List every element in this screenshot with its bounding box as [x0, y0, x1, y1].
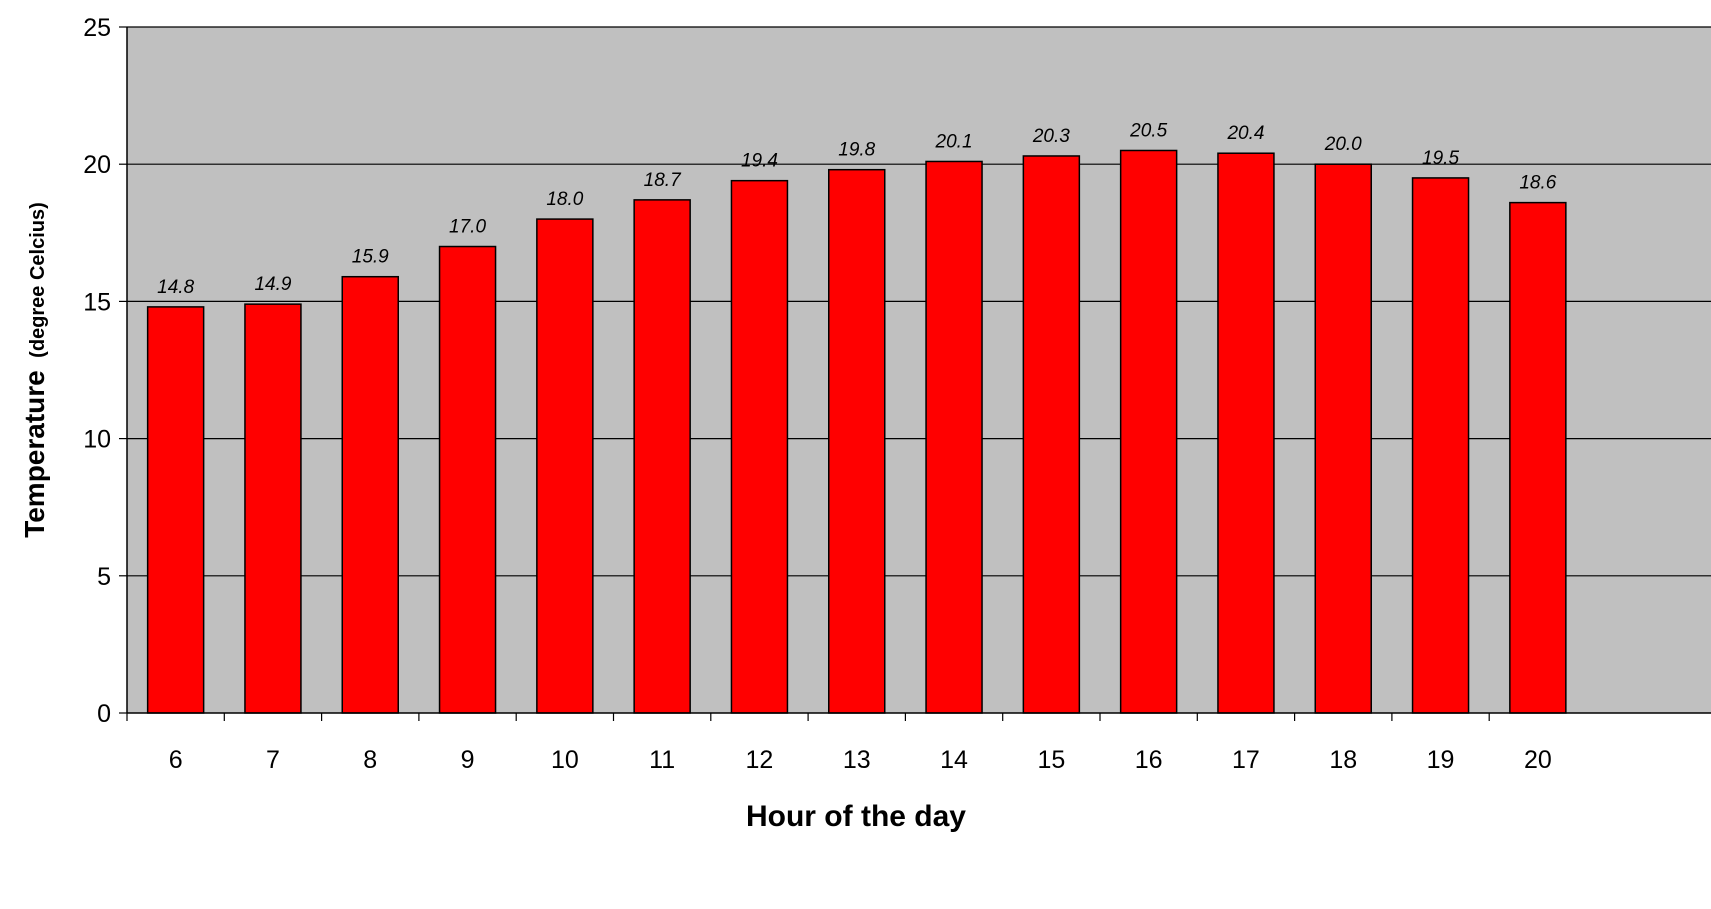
data-label: 19.8 [838, 140, 875, 161]
y-axis-title-unit: (degree Celcius) [27, 202, 49, 358]
x-tick-label: 18 [1329, 746, 1357, 774]
axes [126, 27, 1711, 714]
x-tick-label: 9 [461, 746, 475, 774]
bar [536, 218, 594, 714]
data-label: 19.4 [741, 151, 778, 172]
bar [1509, 201, 1567, 714]
x-tick-label: 13 [843, 746, 871, 774]
data-label: 14.9 [254, 274, 291, 295]
y-axis-title-main: Temperature [19, 370, 50, 538]
x-tick-label: 7 [266, 746, 280, 774]
y-axis-title: Temperature (degree Celcius) [19, 202, 50, 538]
data-label: 20.1 [935, 131, 973, 152]
data-label: 17.0 [449, 217, 486, 238]
bar [1217, 152, 1275, 714]
bar [828, 168, 886, 714]
bar [244, 303, 302, 714]
bar [341, 275, 399, 714]
data-label: 18.7 [644, 170, 682, 191]
data-label: 18.6 [1519, 173, 1556, 194]
bar [438, 245, 497, 714]
data-label: 14.8 [157, 277, 194, 298]
data-label: 20.3 [1032, 126, 1070, 147]
bars [146, 149, 1567, 714]
x-tick-label: 20 [1524, 746, 1552, 774]
bar [730, 179, 789, 714]
data-labels: 14.8 14.9 15.9 17.0 18.0 18.7 19.4 19.8 20.1 20.3… [157, 120, 1557, 297]
x-tick-label: 19 [1427, 746, 1455, 774]
bar [146, 306, 205, 714]
x-tick-label: 10 [551, 746, 579, 774]
x-tick-label: 17 [1232, 746, 1260, 774]
x-tick-label: 16 [1135, 746, 1163, 774]
y-tick-label: 15 [83, 288, 111, 316]
y-tick-label: 0 [97, 700, 111, 728]
data-label: 20.0 [1324, 134, 1362, 155]
bar [1119, 149, 1178, 714]
y-tick-label: 25 [83, 14, 111, 42]
y-axis-ticks: 0 5 10 15 20 25 [83, 14, 127, 728]
data-label: 15.9 [352, 247, 389, 268]
y-tick-label: 5 [97, 563, 111, 591]
bar [925, 160, 983, 714]
data-label: 20.4 [1226, 123, 1264, 144]
y-tick-label: 10 [83, 426, 111, 454]
data-label: 20.5 [1129, 120, 1167, 141]
bar [633, 199, 691, 714]
bar [1411, 177, 1470, 714]
x-tick-label: 8 [363, 746, 377, 774]
x-axis-title: Hour of the day [746, 800, 966, 833]
data-label: 19.5 [1422, 148, 1459, 169]
x-tick-label: 15 [1037, 746, 1065, 774]
x-axis-ticks: 6 7 8 9 10 11 12 13 14 15 16 17 18 19 20 [126, 713, 1552, 774]
data-label: 18.0 [546, 189, 583, 210]
x-tick-label: 6 [169, 746, 183, 774]
x-tick-label: 12 [746, 746, 774, 774]
x-tick-label: 14 [940, 746, 968, 774]
bar [1314, 163, 1372, 714]
y-tick-label: 20 [83, 151, 111, 179]
bar [1022, 155, 1081, 714]
x-tick-label: 11 [649, 746, 675, 774]
